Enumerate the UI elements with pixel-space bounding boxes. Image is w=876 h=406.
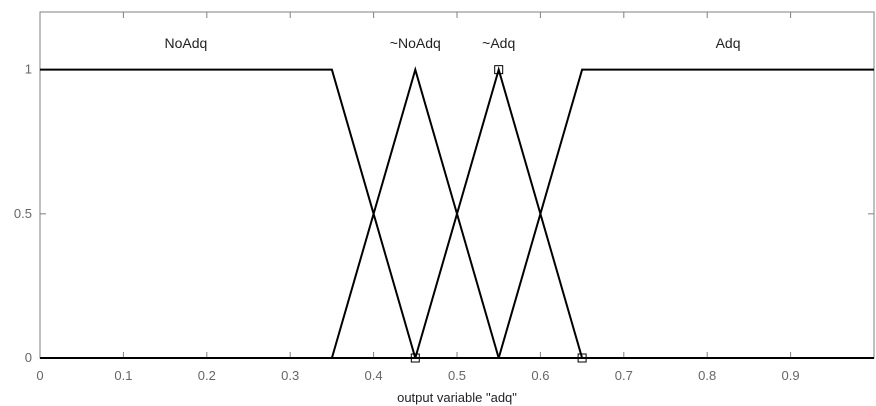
x-tick-label: 0.6 xyxy=(531,368,549,383)
point-marker xyxy=(577,353,587,363)
point-marker xyxy=(410,353,420,363)
y-tick-label: 0 xyxy=(25,350,32,365)
x-tick-label: 0.7 xyxy=(615,368,633,383)
x-tick-label: 0 xyxy=(36,368,43,383)
series-line-2 xyxy=(40,66,874,359)
series-label: Adq xyxy=(716,35,741,51)
x-tick-label: 0.5 xyxy=(448,368,466,383)
series-label: NoAdq xyxy=(165,35,208,51)
series-label: ~NoAdq xyxy=(390,35,441,51)
series-label: ~Adq xyxy=(482,35,515,51)
point-markers xyxy=(410,65,587,363)
x-axis-label: output variable "adq" xyxy=(397,390,517,405)
x-tick-label: 0.8 xyxy=(698,368,716,383)
x-tick-label: 0.4 xyxy=(365,368,383,383)
y-tick-label: 1 xyxy=(25,62,32,77)
series-lines xyxy=(40,66,874,359)
plot-frame xyxy=(39,11,875,359)
point-marker xyxy=(494,65,504,75)
x-tick-label: 0.2 xyxy=(198,368,216,383)
x-tick-label: 0.3 xyxy=(281,368,299,383)
x-tick-label: 0.9 xyxy=(782,368,800,383)
y-tick-label: 0.5 xyxy=(14,206,32,221)
series-labels: NoAdq ~NoAdq ~Adq Adq xyxy=(165,35,741,51)
axes: 0 0.1 0.2 0.3 0.4 0.5 0.6 0.7 0.8 0.9 0 0.5 1 xyxy=(14,11,875,383)
x-tick-label: 0.1 xyxy=(114,368,132,383)
series-line-3 xyxy=(40,68,874,359)
